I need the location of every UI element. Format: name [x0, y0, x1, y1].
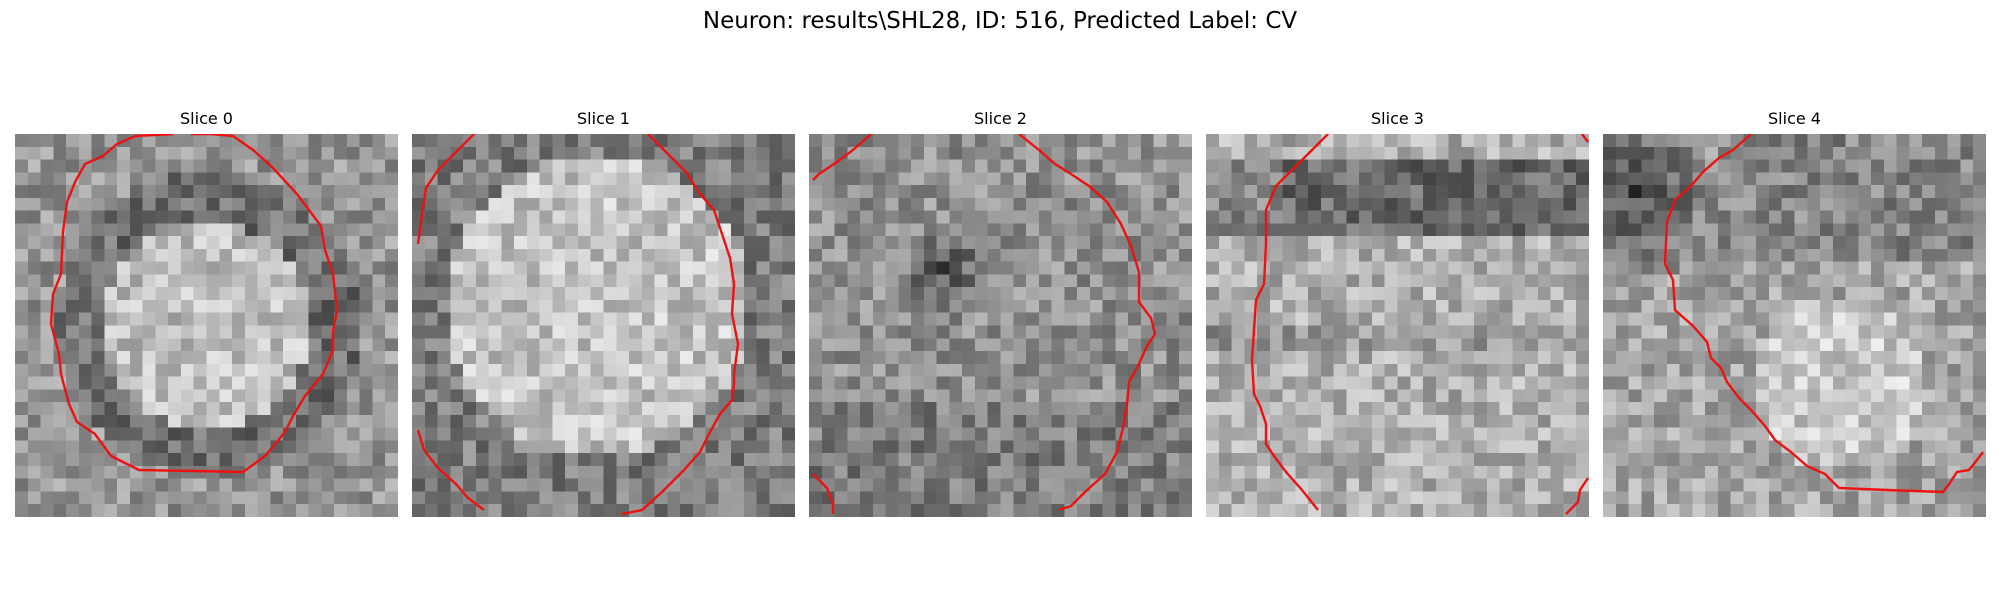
slice-title-4: Slice 4 — [1768, 109, 1821, 128]
segmentation-contour — [1250, 134, 1329, 511]
contour-overlay-1 — [416, 134, 740, 516]
figure-title: Neuron: results\SHL28, ID: 516, Predicte… — [702, 8, 1298, 34]
slice-image-4 — [1603, 134, 1986, 517]
slice-panel-2: Slice 2 — [809, 108, 1192, 517]
slice-image-1 — [412, 134, 795, 517]
contour-overlay-4 — [1663, 134, 1984, 494]
segmentation-contour — [49, 134, 339, 474]
contour-overlay-2 — [812, 134, 1157, 514]
contour-overlay-0 — [49, 134, 339, 474]
segmentation-contour — [1018, 134, 1157, 512]
slice-panel-0: Slice 0 — [15, 108, 398, 517]
segmentation-contour — [1663, 134, 1984, 494]
slice-panel-1: Slice 1 — [412, 108, 795, 517]
slice-title-1: Slice 1 — [577, 109, 630, 128]
segmentation-contour — [1565, 477, 1589, 515]
segmentation-contour — [1581, 134, 1589, 143]
segmentation-contour — [416, 429, 485, 511]
segmentation-contour — [621, 134, 740, 516]
contour-overlay-3 — [1250, 134, 1589, 515]
segmentation-contour — [812, 473, 835, 514]
slice-title-2: Slice 2 — [974, 109, 1027, 128]
segmentation-contour — [416, 134, 475, 245]
segmentation-contour — [812, 134, 872, 181]
slice-title-0: Slice 0 — [180, 109, 233, 128]
slice-title-3: Slice 3 — [1371, 109, 1424, 128]
slice-panel-4: Slice 4 — [1603, 108, 1986, 517]
slice-image-2 — [809, 134, 1192, 517]
slice-panel-3: Slice 3 — [1206, 108, 1589, 517]
